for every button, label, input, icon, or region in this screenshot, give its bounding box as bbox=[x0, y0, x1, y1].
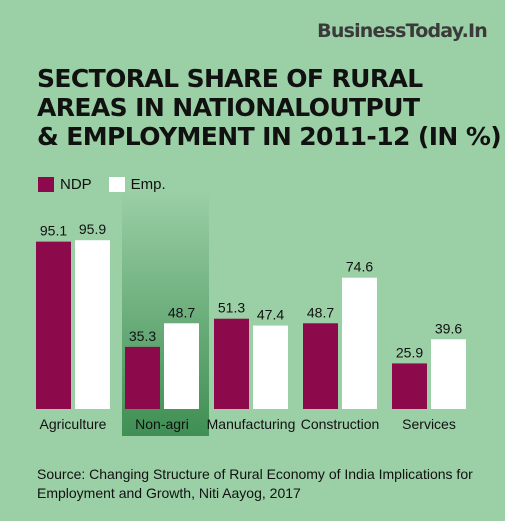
legend-label-ndp: NDP bbox=[60, 175, 92, 193]
x-tick-label: Manufacturing bbox=[207, 416, 296, 432]
data-label-ndp: 51.3 bbox=[218, 300, 245, 316]
chart-legend: NDP Emp. bbox=[38, 174, 183, 194]
x-tick-label: Services bbox=[402, 416, 456, 432]
bar-ndp bbox=[125, 346, 160, 409]
bar-emp bbox=[75, 240, 110, 409]
data-label-emp: 39.6 bbox=[435, 320, 462, 336]
bar-ndp bbox=[392, 363, 427, 409]
data-label-ndp: 95.1 bbox=[40, 223, 67, 239]
brand-logo: BusinessToday.In bbox=[317, 20, 488, 42]
legend-swatch-ndp bbox=[38, 176, 54, 192]
data-label-ndp: 25.9 bbox=[396, 344, 423, 360]
bar-emp bbox=[342, 277, 377, 409]
data-label-ndp: 48.7 bbox=[307, 304, 334, 320]
bar-emp bbox=[431, 339, 466, 409]
bar-emp bbox=[253, 325, 288, 409]
bar-ndp bbox=[214, 318, 249, 409]
x-tick-label: Construction bbox=[301, 416, 380, 432]
x-tick-label: Non-agri bbox=[135, 416, 189, 432]
legend-item-ndp: NDP bbox=[38, 176, 92, 193]
legend-item-emp: Emp. bbox=[108, 175, 166, 193]
data-label-ndp: 35.3 bbox=[129, 328, 156, 344]
chart-title-line: AREAS IN NATIONALOUTPUT bbox=[37, 93, 420, 122]
chart-title-line: & EMPLOYMENT IN 2011-12 (IN %) bbox=[37, 122, 502, 151]
bar-emp bbox=[164, 323, 199, 409]
bar-ndp bbox=[303, 323, 338, 409]
data-label-emp: 95.9 bbox=[79, 221, 106, 237]
bar-ndp bbox=[36, 241, 71, 409]
source-note: Source: Changing Structure of Rural Econ… bbox=[37, 466, 473, 501]
x-tick-label: Agriculture bbox=[40, 416, 107, 432]
legend-label-emp: Emp. bbox=[130, 175, 166, 193]
legend-swatch-emp bbox=[108, 176, 125, 192]
data-label-emp: 48.7 bbox=[168, 304, 195, 320]
data-label-emp: 74.6 bbox=[346, 259, 373, 275]
data-label-emp: 47.4 bbox=[257, 307, 284, 323]
chart-title: SECTORAL SHARE OF RURAL AREAS IN NATIONA… bbox=[37, 64, 502, 151]
chart-title-line: SECTORAL SHARE OF RURAL bbox=[37, 64, 423, 93]
